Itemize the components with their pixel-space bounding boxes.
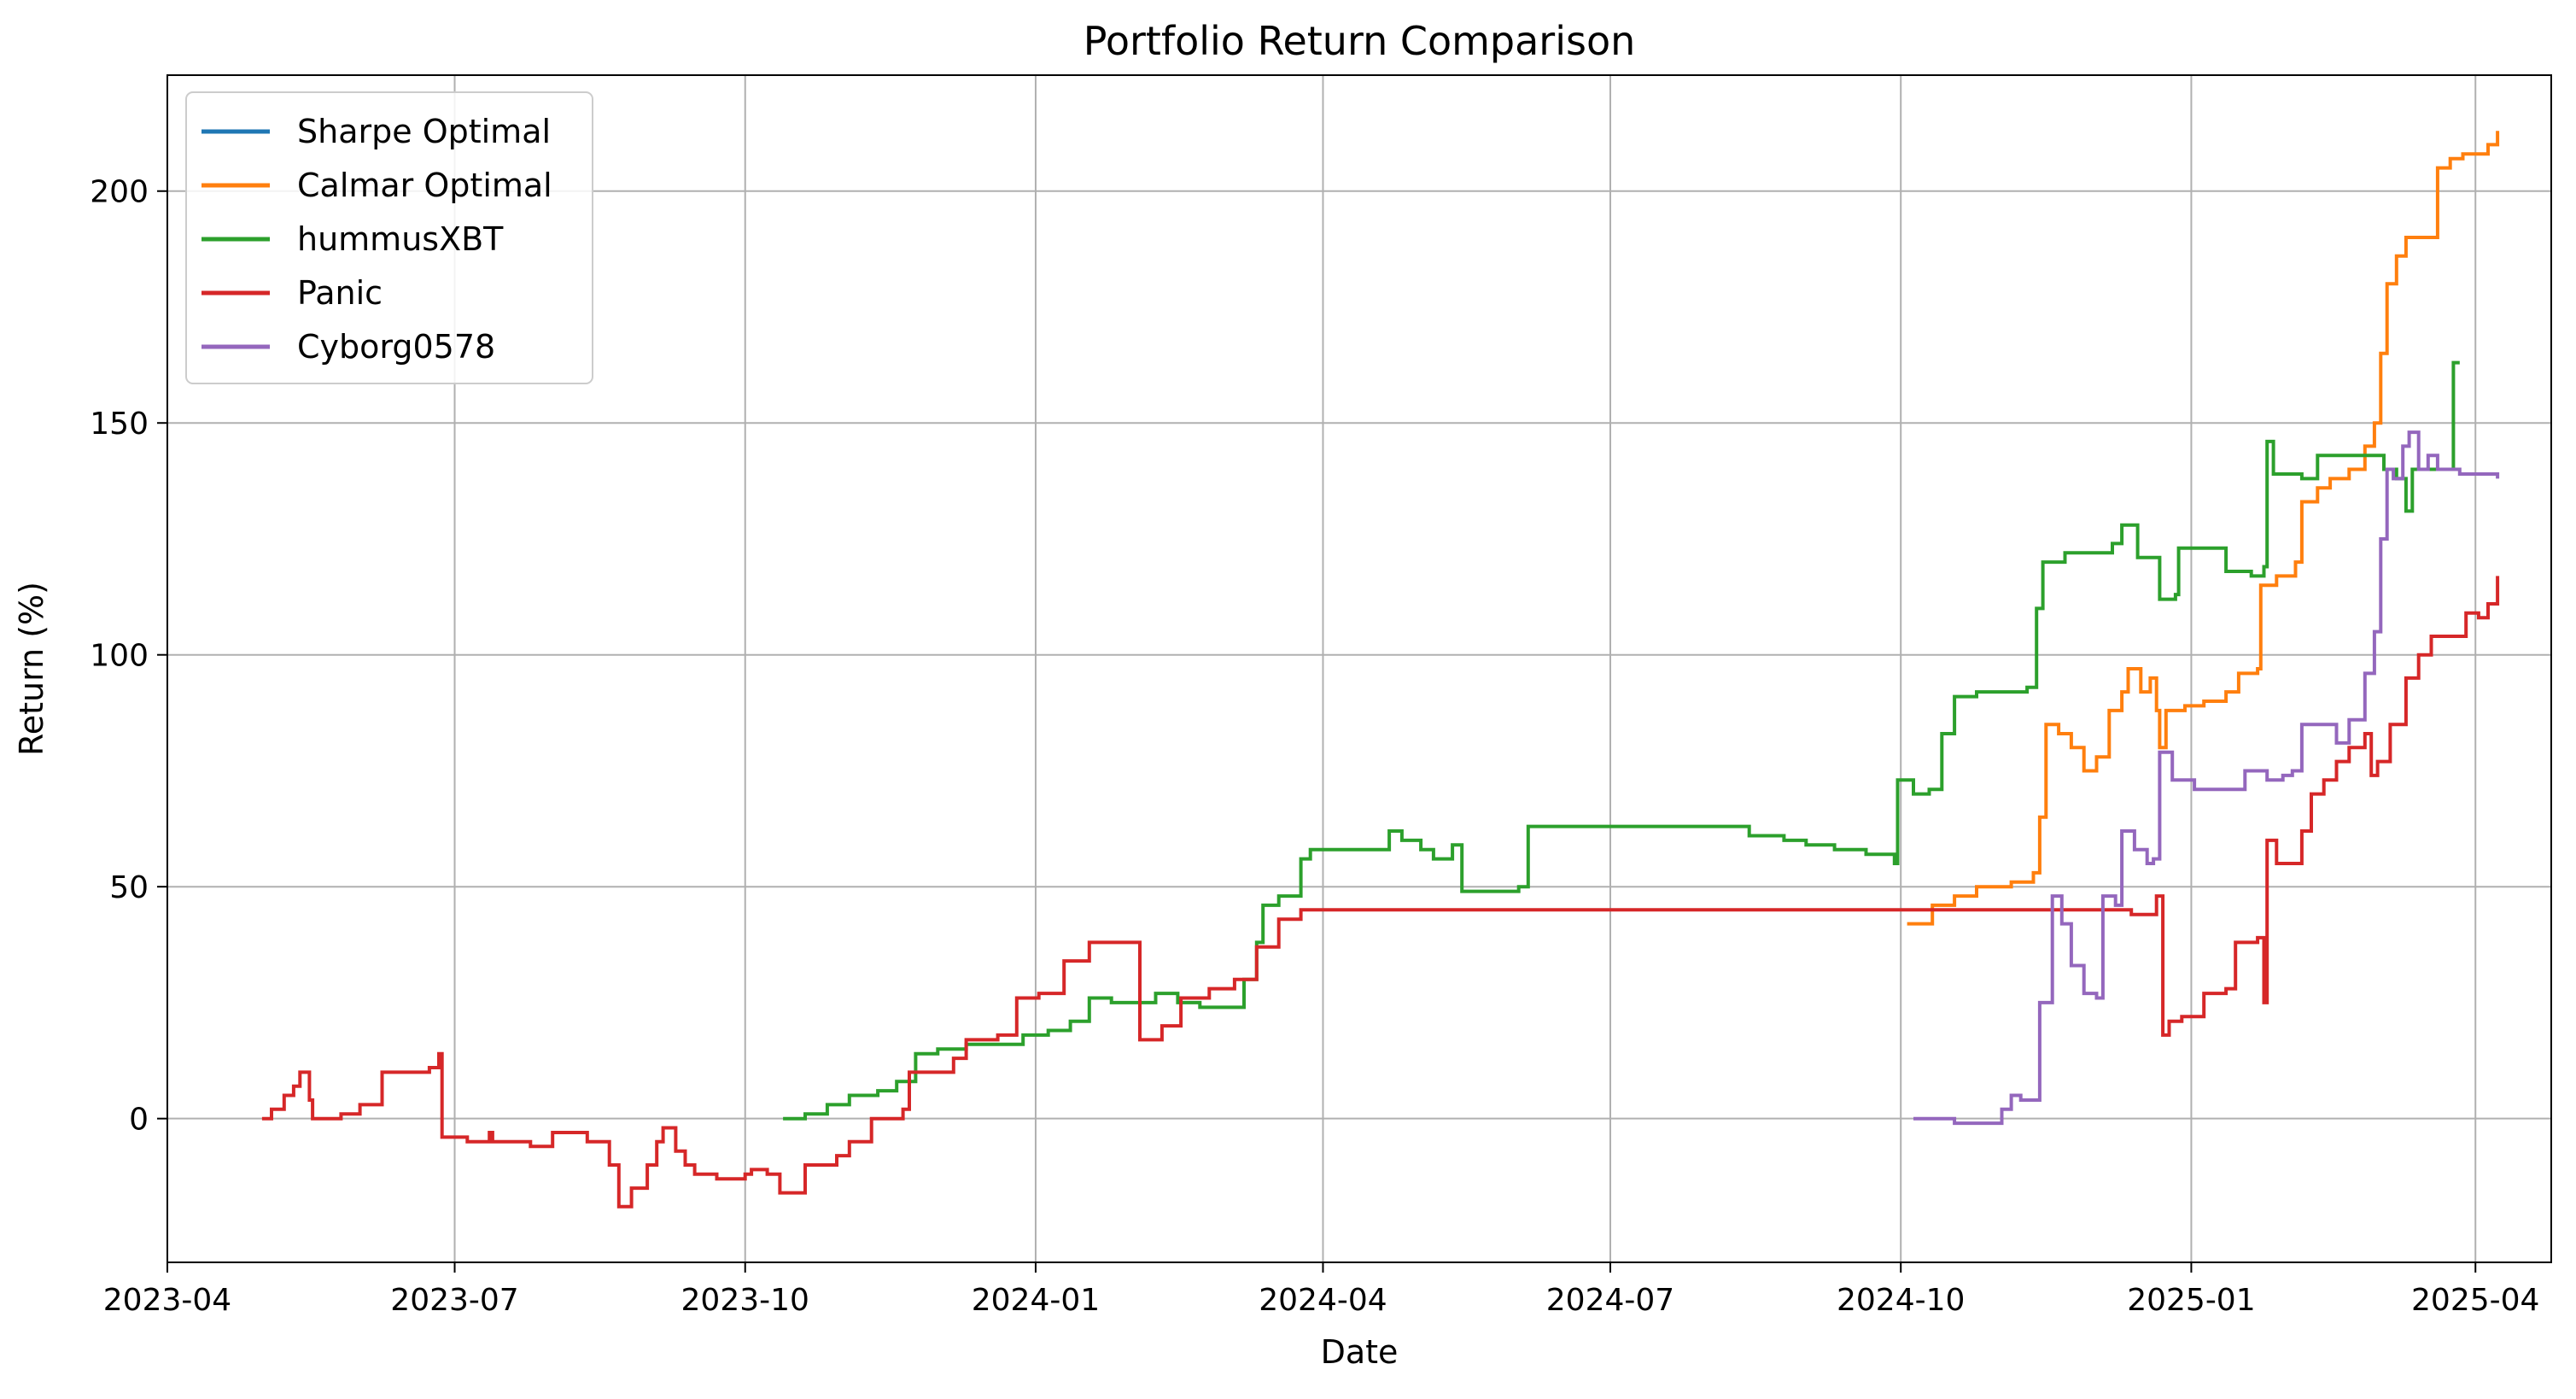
series-line-calmar-optimal (1907, 131, 2500, 926)
x-tick-label: 2025-01 (2127, 1283, 2255, 1318)
series-line-hummusxbt (783, 360, 2460, 1121)
legend-label: Sharpe Optimal (297, 113, 551, 150)
plot-area-frame (166, 74, 2552, 1263)
legend-label: Cyborg0578 (297, 328, 495, 366)
x-axis-label: Date (1321, 1333, 1399, 1371)
y-tick-label: 200 (90, 175, 149, 210)
x-tick-label: 2024-10 (1837, 1283, 1965, 1318)
legend: Sharpe Optimal Calmar Optimal hummusXBT Pan… (185, 91, 593, 384)
x-tick-label: 2025-04 (2411, 1283, 2539, 1318)
chart-title: Portfolio Return Comparison (1084, 18, 1636, 64)
x-tick-label: 2023-10 (681, 1283, 809, 1318)
legend-label: Calmar Optimal (297, 167, 552, 204)
x-tick-label: 2024-07 (1546, 1283, 1674, 1318)
y-tick-label: 150 (90, 407, 149, 442)
x-tick-label: 2023-04 (103, 1283, 231, 1318)
y-tick-label: 100 (90, 639, 149, 674)
legend-label: Panic (297, 274, 383, 312)
series-line-cyborg0578 (1913, 430, 2500, 1126)
gridlines (166, 75, 2551, 1262)
legend-box (185, 91, 593, 384)
x-tick-label: 2024-01 (972, 1283, 1100, 1318)
series-lines (261, 131, 2500, 1209)
y-axis-label: Return (%) (13, 582, 50, 756)
y-axis-ticks: 0 50 100 150 200 (90, 175, 167, 1138)
legend-label: hummusXBT (297, 220, 504, 258)
y-tick-label: 50 (109, 870, 149, 905)
series-line-panic (261, 576, 2500, 1209)
y-tick-label: 0 (129, 1103, 149, 1138)
x-tick-label: 2023-07 (390, 1283, 518, 1318)
x-axis-ticks: 2023-04 2023-07 2023-10 2024-01 2024-04 2024-… (103, 1262, 2539, 1318)
x-tick-label: 2024-04 (1259, 1283, 1387, 1318)
